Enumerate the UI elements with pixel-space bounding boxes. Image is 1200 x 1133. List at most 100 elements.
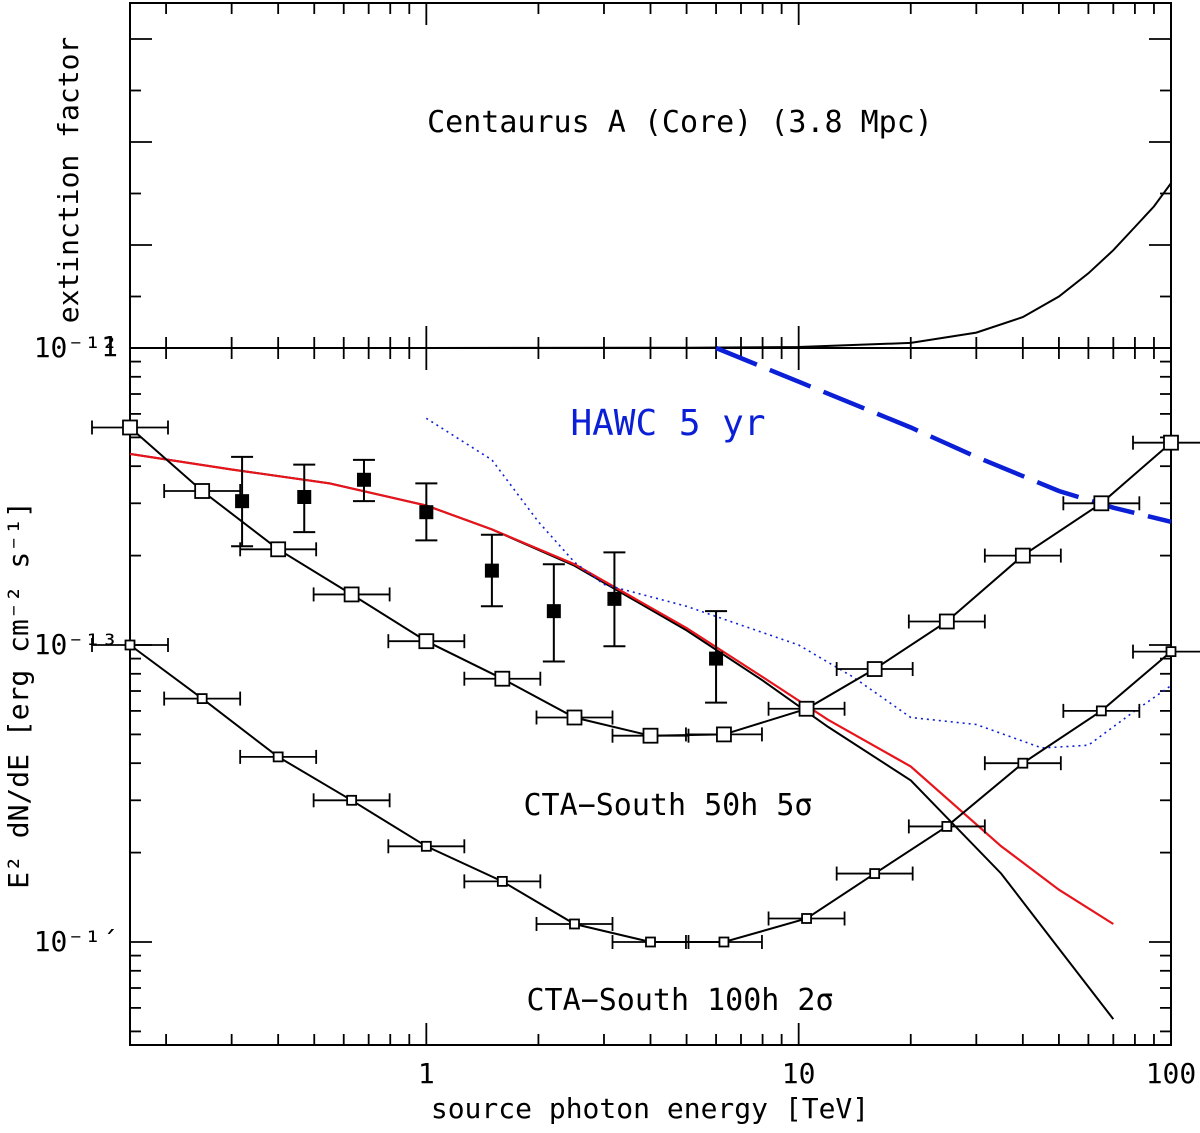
- x-axis-label: source photon energy [TeV]: [431, 1092, 869, 1125]
- open-square-marker: [801, 913, 812, 924]
- series-sensitivity-dotted-: [425, 417, 1172, 749]
- data-point: [415, 482, 438, 542]
- top-panel-ylabel: extinction factor: [52, 37, 85, 324]
- open-square-marker: [122, 419, 138, 436]
- sensitivity-point: [239, 541, 318, 558]
- open-square-marker: [1165, 646, 1177, 658]
- open-square-marker: [869, 868, 881, 879]
- open-square-marker: [798, 700, 815, 717]
- data-marker: [546, 604, 561, 619]
- sensitivity-point: [835, 866, 914, 881]
- data-point: [352, 458, 375, 503]
- top-panel-ytick-label: 1: [101, 330, 118, 363]
- open-square-marker: [272, 751, 284, 763]
- x-tick-label: 10: [782, 1057, 816, 1090]
- sensitivity-point: [767, 911, 846, 926]
- cta-50h-label: CTA−South 50h 5σ: [524, 788, 813, 823]
- x-tick-label: 100: [1146, 1057, 1197, 1090]
- sensitivity-point: [1062, 703, 1141, 718]
- x-tick-label: 1: [418, 1057, 435, 1090]
- open-square-marker: [346, 794, 358, 806]
- x-tick-labels: 1 10 100: [418, 1057, 1196, 1090]
- sensitivity-point: [1132, 434, 1200, 451]
- open-square-marker: [1163, 434, 1179, 451]
- data-point: [293, 463, 316, 534]
- y-axis-label: E² dN/dE [erg cm⁻² s⁻¹]: [2, 501, 35, 889]
- open-square-marker: [566, 709, 583, 726]
- data-point: [542, 563, 565, 663]
- sensitivity-point: [91, 419, 169, 436]
- data-marker: [419, 505, 434, 520]
- markers-layer: [91, 419, 1200, 950]
- open-square-marker: [941, 821, 953, 832]
- sensitivity-point: [163, 691, 242, 706]
- sensitivity-point: [983, 547, 1062, 564]
- open-square-marker: [645, 936, 656, 948]
- open-square-marker: [718, 936, 730, 948]
- sensitivity-point: [91, 638, 169, 653]
- open-square-marker: [196, 693, 208, 704]
- data-marker: [235, 494, 250, 509]
- data-marker: [484, 563, 499, 578]
- open-square-marker: [938, 613, 955, 630]
- open-square-marker: [1095, 705, 1107, 717]
- sensitivity-point: [535, 709, 614, 726]
- sensitivity-point: [312, 586, 391, 603]
- open-square-marker: [1093, 495, 1110, 512]
- data-point: [480, 533, 503, 608]
- series-model-red-: [129, 452, 1114, 925]
- y-tick-label: 10⁻¹²: [34, 331, 118, 364]
- sensitivity-point: [611, 727, 690, 744]
- data-marker: [356, 472, 371, 487]
- open-square-marker: [343, 586, 360, 603]
- open-square-marker: [194, 483, 211, 499]
- open-square-marker: [569, 918, 580, 930]
- open-square-marker: [1014, 547, 1031, 564]
- open-square-marker: [1017, 757, 1029, 769]
- hawc-label: HAWC 5 yr: [570, 403, 765, 444]
- top-panel-ticks: [130, 3, 1172, 348]
- top-panel-title: Centaurus A (Core) (3.8 Mpc): [427, 105, 933, 140]
- y-tick-labels: 10⁻¹´ 10⁻¹³ 10⁻¹²: [34, 331, 118, 958]
- sensitivity-point: [1062, 495, 1141, 512]
- open-square-marker: [866, 661, 883, 677]
- open-square-marker: [496, 875, 508, 887]
- bottom-panel-ticks: [130, 347, 1172, 1045]
- sensitivity-point: [767, 700, 846, 717]
- data-point: [603, 551, 626, 648]
- data-marker: [709, 651, 724, 666]
- sensitivity-point: [611, 935, 690, 950]
- sensitivity-point: [1132, 644, 1200, 659]
- open-square-marker: [420, 840, 432, 852]
- sensitivity-point: [535, 916, 614, 931]
- data-point: [705, 610, 728, 704]
- open-square-marker: [716, 726, 732, 743]
- data-marker: [297, 490, 312, 505]
- series-hawc-5-yr: [715, 345, 1172, 524]
- open-square-marker: [494, 670, 511, 687]
- sensitivity-point: [907, 613, 986, 630]
- data-marker: [607, 591, 622, 606]
- y-tick-label: 10⁻¹³: [34, 628, 118, 661]
- sensitivity-point: [685, 935, 763, 950]
- open-square-marker: [642, 727, 659, 744]
- open-square-marker: [418, 633, 435, 650]
- extinction-curve: [130, 182, 1172, 349]
- open-square-marker: [124, 639, 136, 651]
- y-tick-label: 10⁻¹´: [34, 925, 118, 958]
- open-square-marker: [270, 541, 287, 558]
- cta-100h-label: CTA−South 100h 2σ: [526, 983, 833, 1018]
- sensitivity-point: [239, 749, 318, 764]
- sensitivity-point: [387, 839, 466, 854]
- sensitivity-point: [463, 670, 542, 687]
- sensitivity-point: [463, 874, 542, 889]
- sensitivity-point: [312, 793, 391, 808]
- sensitivity-point: [387, 633, 466, 650]
- sensitivity-point: [835, 661, 914, 677]
- sensitivity-point: [685, 726, 763, 743]
- data-point: [231, 455, 254, 548]
- sensitivity-point: [983, 756, 1062, 771]
- sensitivity-point: [907, 819, 986, 834]
